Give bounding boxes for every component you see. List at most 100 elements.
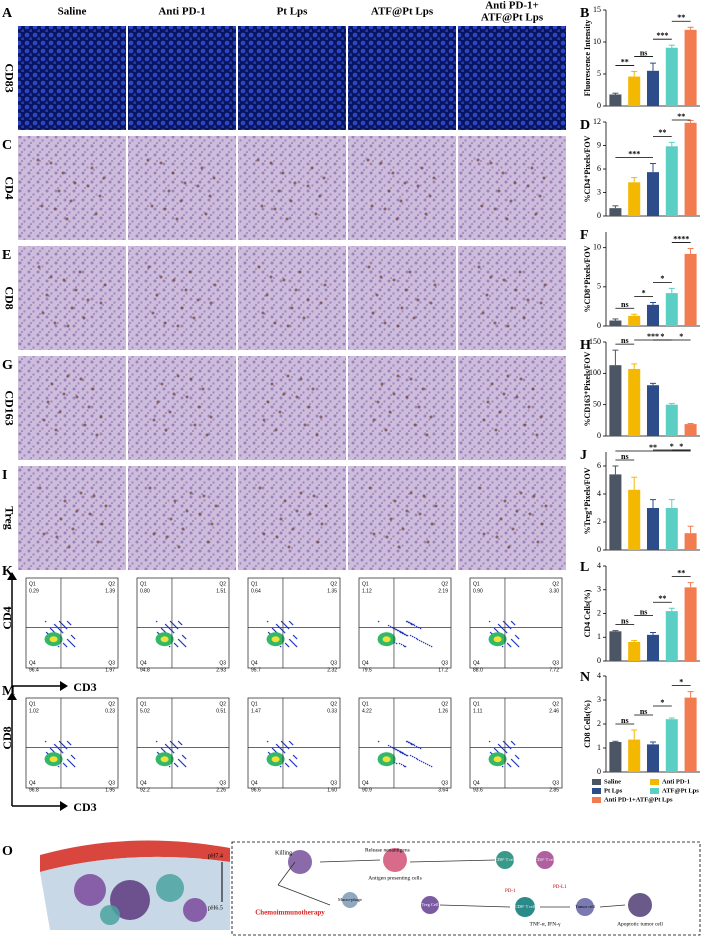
stain xyxy=(75,395,79,399)
stain xyxy=(490,382,494,386)
stain xyxy=(152,418,156,422)
stain xyxy=(163,207,167,211)
event xyxy=(289,741,292,744)
event xyxy=(499,745,502,748)
label: 88.0 xyxy=(473,667,483,673)
event xyxy=(45,751,48,754)
bar xyxy=(684,253,697,326)
label: Q4 xyxy=(251,780,258,786)
event xyxy=(67,639,70,642)
label: 92.2 xyxy=(140,787,150,793)
stain xyxy=(180,306,184,310)
legend-swatch xyxy=(650,779,659,785)
stain xyxy=(322,176,326,180)
label: 0 xyxy=(597,101,601,110)
micrograph xyxy=(458,26,566,130)
label: E xyxy=(2,248,11,263)
event xyxy=(164,623,167,626)
stain xyxy=(100,522,104,526)
event xyxy=(288,758,291,761)
label: CD3 xyxy=(73,680,96,694)
event xyxy=(50,748,53,751)
stain xyxy=(405,395,409,399)
event xyxy=(501,645,504,648)
event xyxy=(179,622,182,625)
label: Q1 xyxy=(251,701,258,707)
stain xyxy=(261,311,265,315)
label: Q4 xyxy=(473,660,480,666)
stain xyxy=(95,433,99,437)
micrograph xyxy=(458,136,566,240)
event xyxy=(512,622,515,625)
label: * xyxy=(670,442,674,451)
stain xyxy=(417,405,421,409)
stain xyxy=(489,161,493,165)
stain xyxy=(307,405,311,409)
flow-arrow xyxy=(277,884,331,906)
stain xyxy=(57,189,61,193)
label: ** xyxy=(677,112,685,121)
event xyxy=(179,760,182,763)
event xyxy=(291,743,294,746)
stain xyxy=(175,217,179,221)
stain xyxy=(275,535,279,539)
event xyxy=(405,754,408,757)
label: Q1 xyxy=(473,701,480,707)
label: K xyxy=(2,564,13,579)
stain xyxy=(318,194,322,198)
stain xyxy=(397,545,401,549)
bar xyxy=(646,304,660,326)
event xyxy=(177,620,180,623)
event xyxy=(505,743,508,746)
label: 1.35 xyxy=(327,588,337,594)
cell xyxy=(515,897,535,917)
event xyxy=(276,624,279,627)
stain xyxy=(495,535,499,539)
stain xyxy=(196,298,200,302)
stain xyxy=(367,265,371,269)
label: Q1 xyxy=(251,581,258,587)
event xyxy=(44,740,47,743)
arrow-head xyxy=(7,572,17,580)
label: ** xyxy=(658,128,666,137)
label: ** xyxy=(677,568,685,577)
stain xyxy=(372,532,376,536)
event xyxy=(284,744,287,747)
event xyxy=(155,740,158,743)
bar xyxy=(646,70,660,106)
label: 2.26 xyxy=(216,787,226,793)
label: Q2 xyxy=(108,701,115,707)
stain xyxy=(53,321,57,325)
event xyxy=(496,750,499,753)
event xyxy=(516,636,519,639)
label: 1.11 xyxy=(473,708,483,714)
event xyxy=(176,627,179,630)
stain xyxy=(42,532,46,536)
stain xyxy=(404,288,408,292)
label: 4 xyxy=(597,561,601,570)
event xyxy=(73,765,76,768)
label: pH7.4 xyxy=(208,853,223,859)
label: CD8 xyxy=(2,286,16,309)
stain xyxy=(370,204,374,208)
event xyxy=(399,631,402,634)
event xyxy=(515,755,518,758)
event xyxy=(293,755,296,758)
micrograph xyxy=(458,356,566,460)
stain xyxy=(54,428,58,432)
stain xyxy=(55,535,59,539)
label: 2 xyxy=(597,719,601,728)
label: ** xyxy=(658,594,666,603)
event xyxy=(422,641,425,644)
label: Q3 xyxy=(552,660,559,666)
label: CD3 xyxy=(73,800,96,814)
event xyxy=(506,744,509,747)
event xyxy=(173,642,176,645)
bar xyxy=(609,365,622,436)
event xyxy=(512,640,515,643)
event xyxy=(172,623,175,626)
event xyxy=(181,642,184,645)
label: 0 xyxy=(597,431,601,440)
micrograph xyxy=(128,466,236,570)
